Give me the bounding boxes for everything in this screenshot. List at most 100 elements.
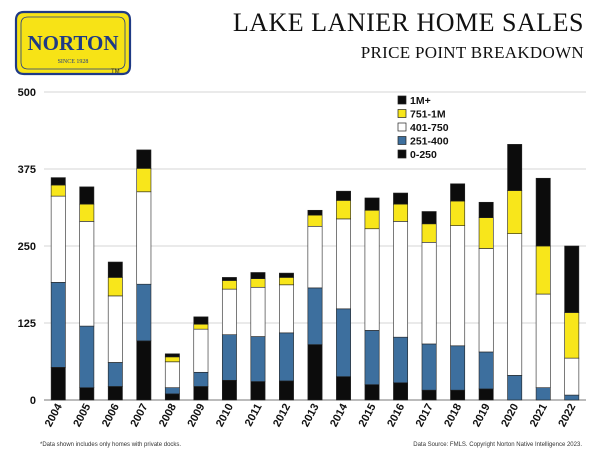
bar-segment-401-750 — [507, 233, 523, 376]
bar-segment-401-750 — [279, 284, 294, 334]
bar-segment-1m- — [535, 177, 551, 247]
bar-segment-1m- — [136, 149, 152, 169]
x-tick-label: 2008 — [157, 402, 179, 429]
legend-swatch — [397, 149, 407, 159]
y-tick-label: 375 — [18, 164, 36, 176]
bar-segment-751-1m — [421, 223, 437, 243]
y-tick-label: 0 — [30, 395, 36, 407]
bar-segment-1m- — [478, 201, 494, 218]
bar-segment-251-400 — [50, 282, 66, 368]
bar-segment-1m- — [164, 353, 180, 358]
bar-segment-401-750 — [221, 288, 237, 336]
bar-segment-401-750 — [564, 357, 580, 396]
legend-label: 751-1M — [410, 109, 446, 121]
bar-segment-251-400 — [564, 394, 580, 401]
bar-segment-401-750 — [107, 295, 123, 363]
bar-segment-1m- — [393, 192, 409, 205]
bar-segment-1m- — [250, 272, 266, 279]
bar-segment-751-1m — [364, 209, 380, 230]
bar-segment-751-1m — [136, 168, 152, 193]
bar-segment-251-400 — [393, 336, 409, 384]
bar-segment-251-400 — [507, 375, 523, 401]
bar-segment-1m- — [221, 277, 237, 281]
x-tick-label: 2009 — [185, 402, 207, 429]
bar-segment-0-250 — [250, 381, 266, 401]
logo-name: NORTON — [27, 31, 118, 55]
x-tick-label: 2010 — [214, 402, 236, 429]
logo-tagline: SINCE 1928 — [58, 59, 89, 65]
y-tick-label: 500 — [18, 87, 36, 99]
bar-segment-751-1m — [250, 278, 266, 288]
x-tick-label: 2015 — [357, 402, 379, 429]
legend-label: 0-250 — [410, 149, 437, 161]
x-tick-label: 2006 — [100, 402, 122, 429]
x-tick-label: 2017 — [414, 402, 436, 429]
bar-segment-0-250 — [221, 379, 237, 401]
bar-segment-401-750 — [393, 221, 409, 338]
bar-segment-251-400 — [478, 351, 494, 390]
bar-segment-1m- — [193, 316, 209, 325]
bar-segment-401-750 — [364, 228, 380, 331]
bar-segment-751-1m — [564, 312, 580, 359]
bar-segment-1m- — [507, 144, 523, 191]
bar-segment-751-1m — [193, 323, 209, 330]
bar-segment-251-400 — [535, 387, 551, 401]
norton-logo: NORTON SINCE 1928 — [14, 10, 132, 76]
bar-segment-1m- — [307, 209, 323, 216]
bar-segment-0-250 — [136, 340, 152, 401]
bar-segment-251-400 — [421, 343, 437, 391]
bar-segment-751-1m — [450, 200, 466, 226]
x-tick-label: 2021 — [528, 402, 550, 429]
bars — [50, 144, 580, 401]
bar-segment-401-750 — [164, 361, 180, 388]
bar-segment-251-400 — [79, 325, 95, 388]
bar-segment-0-250 — [364, 384, 380, 401]
bar-segment-251-400 — [250, 336, 266, 382]
legend-label: 1M+ — [410, 95, 431, 107]
chart-subtitle: PRICE POINT BREAKDOWN — [360, 43, 584, 62]
bar-segment-1m- — [279, 272, 294, 278]
y-tick-label: 125 — [18, 318, 36, 330]
x-tick-label: 2020 — [499, 402, 521, 429]
legend-swatch — [397, 122, 407, 132]
bar-segment-751-1m — [164, 356, 180, 363]
bar-segment-751-1m — [79, 203, 95, 222]
bar-segment-251-400 — [107, 362, 123, 387]
bar-segment-0-250 — [478, 388, 494, 401]
bar-segment-251-400 — [336, 308, 351, 377]
bar-segment-401-750 — [307, 225, 323, 289]
x-tick-label: 2016 — [385, 402, 407, 429]
x-tick-label: 2007 — [128, 402, 150, 429]
bar-segment-401-750 — [336, 218, 351, 310]
legend-label: 401-750 — [410, 122, 449, 134]
x-tick-label: 2005 — [71, 402, 93, 429]
bar-segment-751-1m — [507, 190, 523, 234]
x-tick-label: 2019 — [471, 402, 493, 429]
bar-segment-751-1m — [50, 184, 66, 197]
bar-segment-1m- — [421, 211, 437, 225]
bar-segment-401-750 — [535, 293, 551, 388]
x-tick-label: 2012 — [271, 402, 293, 429]
bar-segment-0-250 — [421, 389, 437, 401]
bar-segment-0-250 — [307, 344, 323, 401]
bar-segment-401-750 — [79, 221, 95, 327]
bar-segment-751-1m — [478, 217, 494, 249]
x-tick-label: 2018 — [442, 402, 464, 429]
bar-segment-1m- — [564, 245, 580, 313]
bar-segment-751-1m — [107, 277, 123, 297]
bar-segment-0-250 — [450, 389, 466, 401]
x-axis: 2004 2005 2006 2007 2008 2009 2010 2011 2012 2013… — [43, 401, 579, 429]
legend-swatch — [397, 95, 407, 105]
y-tick-label: 250 — [18, 241, 36, 253]
legend-label: 251-400 — [410, 136, 449, 148]
y-axis: 0 125 250 375 500 — [18, 87, 36, 407]
bar-segment-1m- — [336, 190, 351, 201]
bar-segment-0-250 — [336, 376, 351, 401]
bar-segment-751-1m — [535, 245, 551, 295]
bar-segment-0-250 — [107, 386, 123, 401]
bar-segment-251-400 — [450, 345, 466, 391]
bar-segment-401-750 — [193, 328, 209, 373]
x-tick-label: 2011 — [243, 402, 265, 429]
